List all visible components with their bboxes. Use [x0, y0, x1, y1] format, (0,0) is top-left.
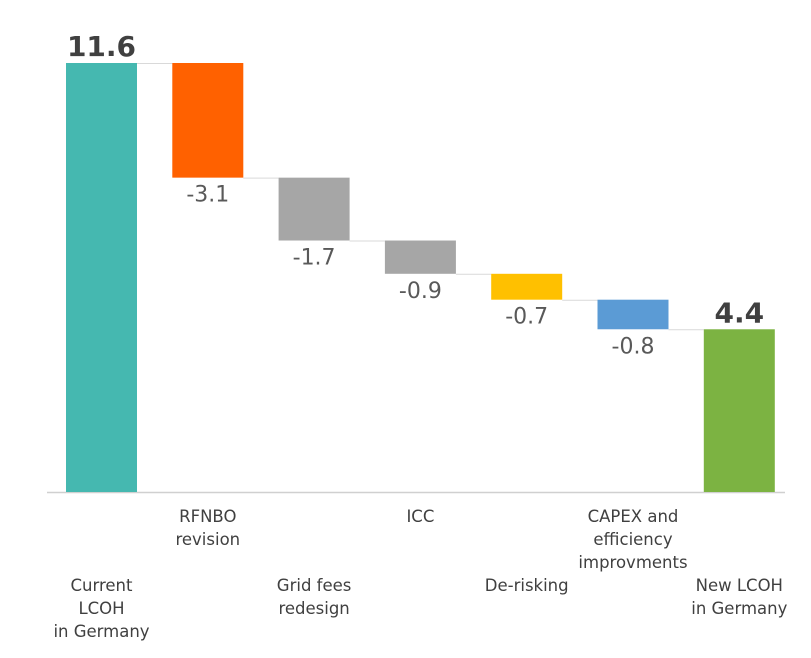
data-label: -3.1 [186, 183, 229, 208]
category-label: in Germany [53, 622, 149, 641]
bar-1 [172, 63, 244, 178]
data-label: 4.4 [714, 296, 764, 329]
category-label: De-risking [485, 576, 569, 595]
bar-0 [66, 63, 137, 492]
bar-3 [384, 240, 456, 274]
category-label: redesign [278, 599, 349, 618]
category-label: RFNBO [179, 507, 236, 526]
category-label: New LCOH [696, 576, 783, 595]
category-label: Current [71, 576, 134, 595]
category-label: Grid fees [277, 576, 352, 595]
data-label: -0.8 [612, 334, 655, 359]
category-label: ICC [406, 507, 434, 526]
category-label: efficiency [593, 530, 672, 549]
data-label: -0.9 [399, 279, 442, 304]
category-label: improvments [578, 553, 687, 572]
category-label: in Germany [691, 599, 787, 618]
data-label: -0.7 [505, 305, 548, 330]
category-label: CAPEX and [588, 507, 679, 526]
bar-2 [278, 177, 350, 241]
category-label: LCOH [78, 599, 124, 618]
bar-5 [597, 299, 669, 330]
bar-6 [703, 329, 775, 492]
category-label: revision [175, 530, 240, 549]
bar-4 [491, 273, 563, 300]
data-label: 11.6 [67, 30, 136, 63]
data-label: -1.7 [293, 246, 336, 271]
